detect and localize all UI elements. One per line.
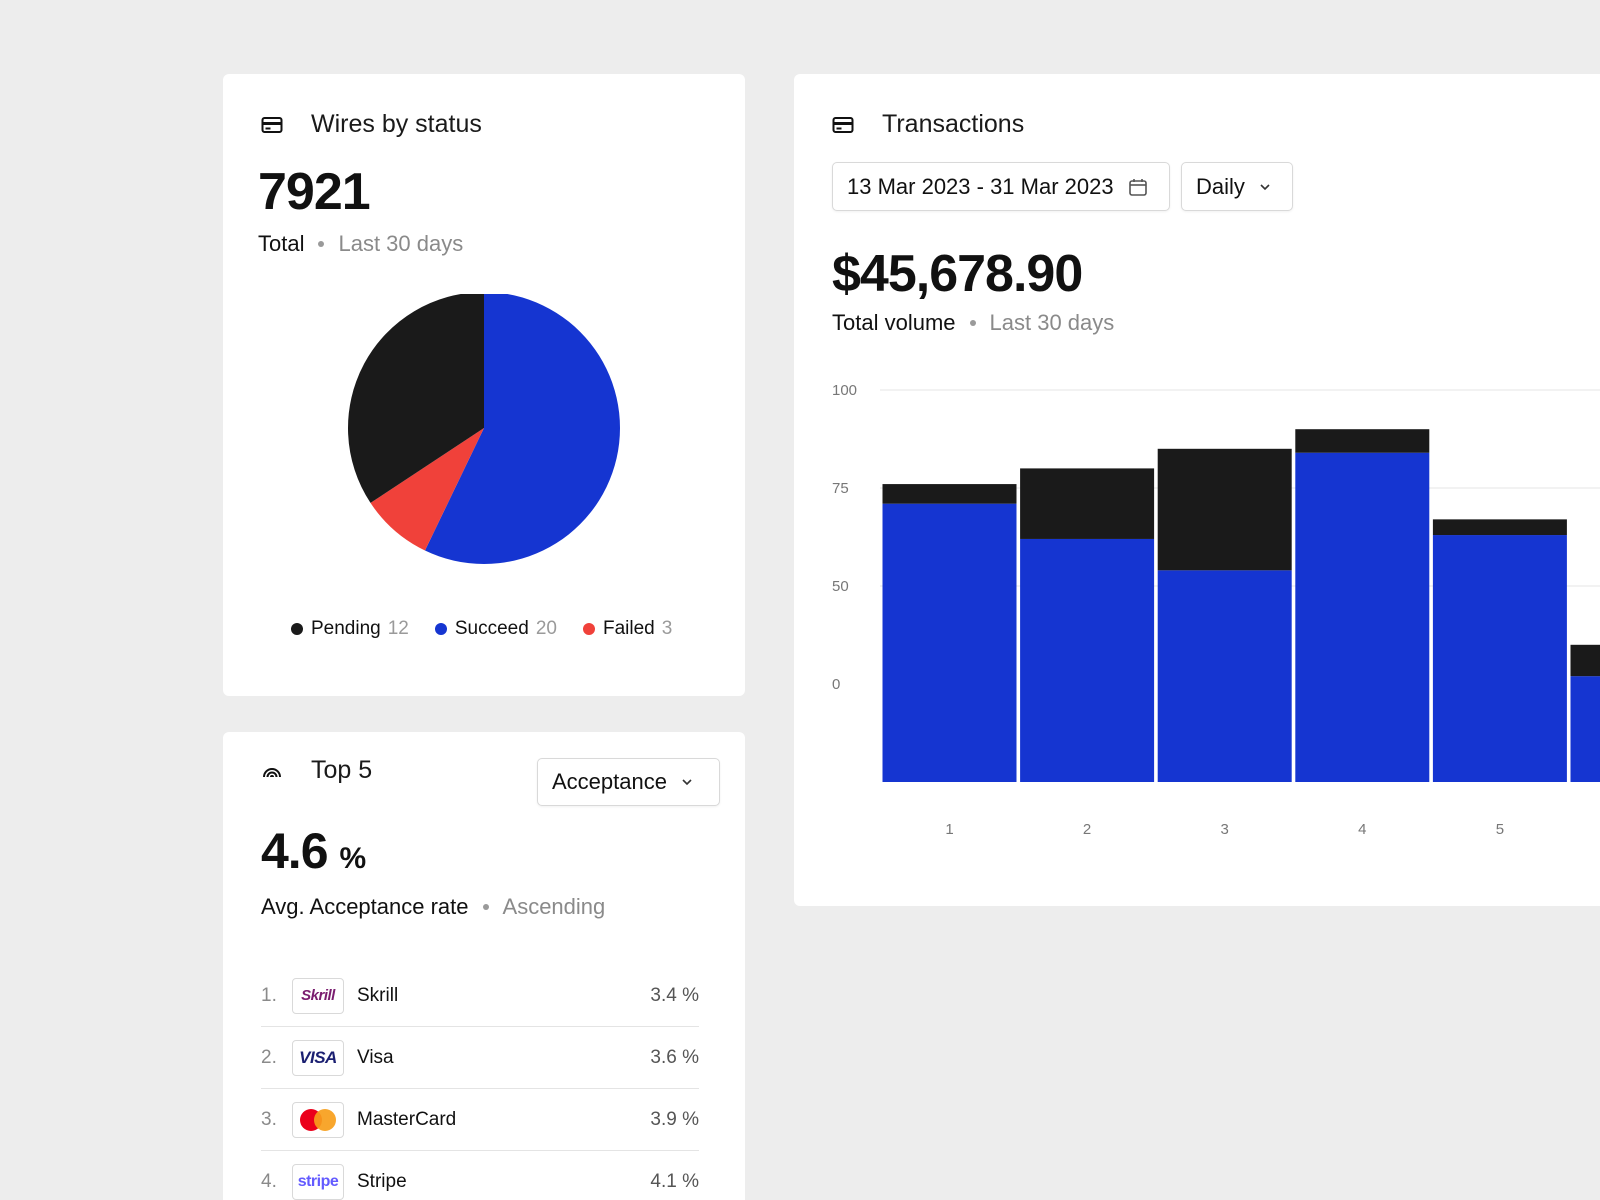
x-tick-label: 2 [1083, 821, 1091, 838]
separator-dot [482, 904, 489, 910]
provider-name: Skrill [357, 984, 399, 1006]
chevron-down-icon [1259, 183, 1271, 191]
provider-rate: 3.9 % [650, 1108, 699, 1130]
bar-segment-2-0 [1020, 538, 1155, 782]
top5-list: 1. Skrill Skrill 3.4 % 2. VISA Visa 3.6 … [261, 965, 699, 1200]
y-tick-label: 75 [832, 480, 849, 497]
rank-number: 4. [261, 1171, 277, 1192]
calendar-icon [1128, 177, 1148, 197]
legend-item-succeed: Succeed 20 [434, 618, 557, 640]
legend-count: 3 [661, 618, 673, 639]
wires-subline: Total Last 30 days [258, 231, 463, 257]
rank-number: 2. [261, 1046, 277, 1068]
provider-name: Visa [357, 1046, 394, 1068]
acceptance-select-value: Acceptance [552, 769, 667, 794]
transactions-card-header: Transactions [832, 110, 1024, 139]
bar-segment-1-0 [882, 503, 1017, 782]
top5-card-title: Top 5 [311, 756, 373, 784]
pie-slice-failed [370, 428, 484, 551]
avg-acceptance-unit: % [339, 842, 367, 875]
rank-number: 1. [261, 984, 277, 1006]
bar-segment-5-0 [1432, 535, 1567, 782]
bar-segment-2-1 [1020, 468, 1155, 539]
top5-value-group: 4.6 % [261, 822, 366, 880]
wires-by-status-card: Wires by status 7921 Total Last 30 days … [223, 74, 745, 696]
bar-segment-5-1 [1432, 519, 1567, 536]
chevron-down-icon [681, 778, 693, 786]
total-volume-label: Total volume [832, 310, 956, 335]
x-tick-label: 3 [1221, 821, 1229, 838]
credit-card-icon [832, 114, 854, 136]
avg-acceptance-value: 4.6 [261, 823, 329, 879]
wires-total-label: Total [258, 231, 305, 256]
mastercard-logo [292, 1101, 344, 1138]
bar-segment-4-1 [1295, 429, 1430, 453]
transactions-bar-chart: 0 50 75 100 1 2 3 4 5 [832, 382, 1600, 838]
legend-label: Pending [311, 618, 381, 639]
wires-legend: Pending 12 Succeed 20 Failed 3 [291, 618, 698, 640]
top5-card: Top 5 Acceptance 4.6 % Avg. Acceptance r… [223, 732, 745, 1200]
interval-value: Daily [1196, 173, 1245, 199]
list-item[interactable]: 4. stripe Stripe 4.1 % [261, 1151, 699, 1200]
list-item[interactable]: 1. Skrill Skrill 3.4 % [261, 965, 699, 1027]
wires-total-value: 7921 [258, 163, 371, 221]
provider-rate: 3.4 % [650, 984, 699, 1006]
wires-card-header: Wires by status [261, 110, 482, 139]
bar-segment-3-0 [1157, 570, 1292, 782]
bar-segment-6-0 [1570, 676, 1600, 782]
legend-dot [582, 623, 595, 635]
x-tick-label: 4 [1358, 821, 1366, 838]
legend-count: 12 [387, 618, 409, 639]
credit-card-icon [261, 114, 283, 136]
wires-card-title: Wires by status [311, 110, 482, 138]
pie-slice-pending [348, 294, 484, 503]
y-tick-label: 50 [832, 578, 849, 595]
legend-item-failed: Failed 3 [582, 618, 673, 640]
date-range-picker[interactable]: 13 Mar 2023 - 31 Mar 2023 [832, 162, 1170, 211]
skrill-logo: Skrill [292, 977, 344, 1014]
avg-acceptance-label: Avg. Acceptance rate [261, 894, 469, 919]
date-range-value: 13 Mar 2023 - 31 Mar 2023 [847, 173, 1114, 199]
visa-logo: VISA [292, 1039, 344, 1076]
signal-icon [261, 760, 283, 782]
top5-subline: Avg. Acceptance rate Ascending [261, 894, 605, 920]
legend-label: Succeed [454, 618, 529, 639]
legend-dot [434, 623, 447, 635]
transactions-card: Transactions 13 Mar 2023 - 31 Mar 2023 D… [794, 74, 1600, 906]
list-item[interactable]: 2. VISA Visa 3.6 % [261, 1027, 699, 1089]
x-tick-label: 1 [945, 821, 953, 838]
provider-rate: 4.1 % [650, 1171, 699, 1192]
separator-dot [318, 241, 325, 247]
pie-slice-succeed [424, 294, 620, 564]
separator-dot [969, 320, 976, 326]
sort-order: Ascending [502, 894, 606, 919]
list-item[interactable]: 3. MasterCard 3.9 % [261, 1089, 699, 1151]
legend-item-pending: Pending 12 [291, 618, 409, 640]
legend-count: 20 [535, 618, 557, 639]
acceptance-select[interactable]: Acceptance [537, 758, 720, 806]
wires-pie-chart [348, 294, 620, 564]
provider-rate: 3.6 % [650, 1046, 699, 1068]
stripe-logo: stripe [292, 1164, 344, 1200]
bar-segment-6-1 [1570, 644, 1600, 677]
provider-name: Stripe [357, 1171, 407, 1192]
top5-card-header: Top 5 [261, 756, 372, 785]
bar-segment-4-0 [1295, 452, 1430, 782]
x-tick-label: 5 [1496, 821, 1504, 838]
legend-label: Failed [602, 618, 655, 639]
rank-number: 3. [261, 1108, 277, 1130]
interval-select[interactable]: Daily [1181, 162, 1293, 211]
wires-period: Last 30 days [338, 231, 464, 256]
transactions-subline: Total volume Last 30 days [832, 310, 1114, 336]
bar-segment-3-1 [1157, 448, 1292, 571]
transactions-period: Last 30 days [989, 310, 1115, 335]
y-tick-label: 100 [832, 382, 857, 399]
bar-segment-1-1 [882, 484, 1017, 504]
total-volume-value: $45,678.90 [832, 245, 1083, 303]
y-tick-label: 0 [832, 676, 840, 693]
provider-name: MasterCard [357, 1108, 457, 1130]
transactions-card-title: Transactions [882, 110, 1025, 138]
legend-dot [291, 623, 303, 635]
